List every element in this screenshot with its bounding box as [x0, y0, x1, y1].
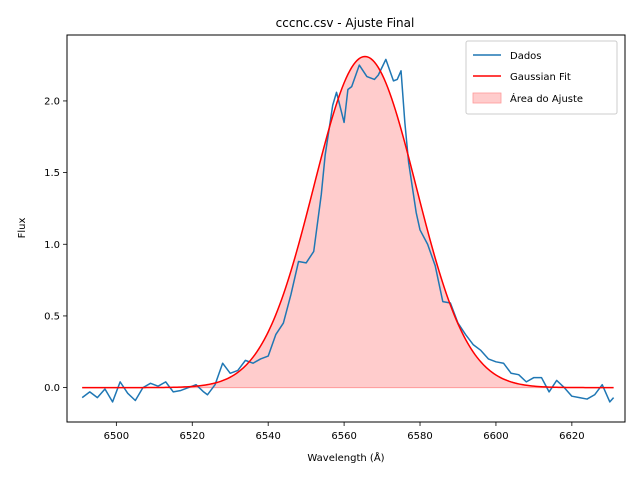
- chart-title: cccnc.csv - Ajuste Final: [276, 16, 415, 30]
- series-line-gaussian-fit: [82, 55, 614, 389]
- x-axis-label: Wavelength (Å): [307, 451, 384, 464]
- y-tick-label: 2.0: [44, 96, 60, 107]
- x-tick-label: 6500: [104, 431, 129, 442]
- y-axis: 0.0 0.5 1.0 1.5 2.0: [44, 96, 67, 394]
- x-tick-label: 6600: [483, 431, 508, 442]
- x-axis: 6500 6520 6540 6560 6580 6600 6620: [104, 422, 585, 442]
- y-tick-label: 1.0: [44, 240, 60, 251]
- x-tick-label: 6580: [407, 431, 432, 442]
- y-tick-label: 0.5: [44, 311, 60, 322]
- plot-area: [81, 55, 615, 403]
- legend-label-gaussian-fit: Gaussian Fit: [510, 72, 571, 83]
- legend-box: [465, 40, 618, 115]
- x-tick-label: 6540: [255, 431, 280, 442]
- x-tick-label: 6620: [559, 431, 584, 442]
- legend-swatch-area: [472, 92, 502, 104]
- legend-label-dados: Dados: [510, 51, 542, 62]
- y-tick-label: 1.5: [44, 168, 60, 179]
- x-tick-label: 6520: [180, 431, 205, 442]
- x-tick-label: 6560: [331, 431, 356, 442]
- series-line-dados: [81, 58, 615, 403]
- y-tick-label: 0.0: [44, 383, 60, 394]
- y-axis-label: Flux: [17, 218, 28, 239]
- legend-label-area: Área do Ajuste: [510, 92, 583, 105]
- axes-frame: [66, 34, 626, 423]
- legend: Dados Gaussian Fit Área do Ajuste: [465, 40, 618, 115]
